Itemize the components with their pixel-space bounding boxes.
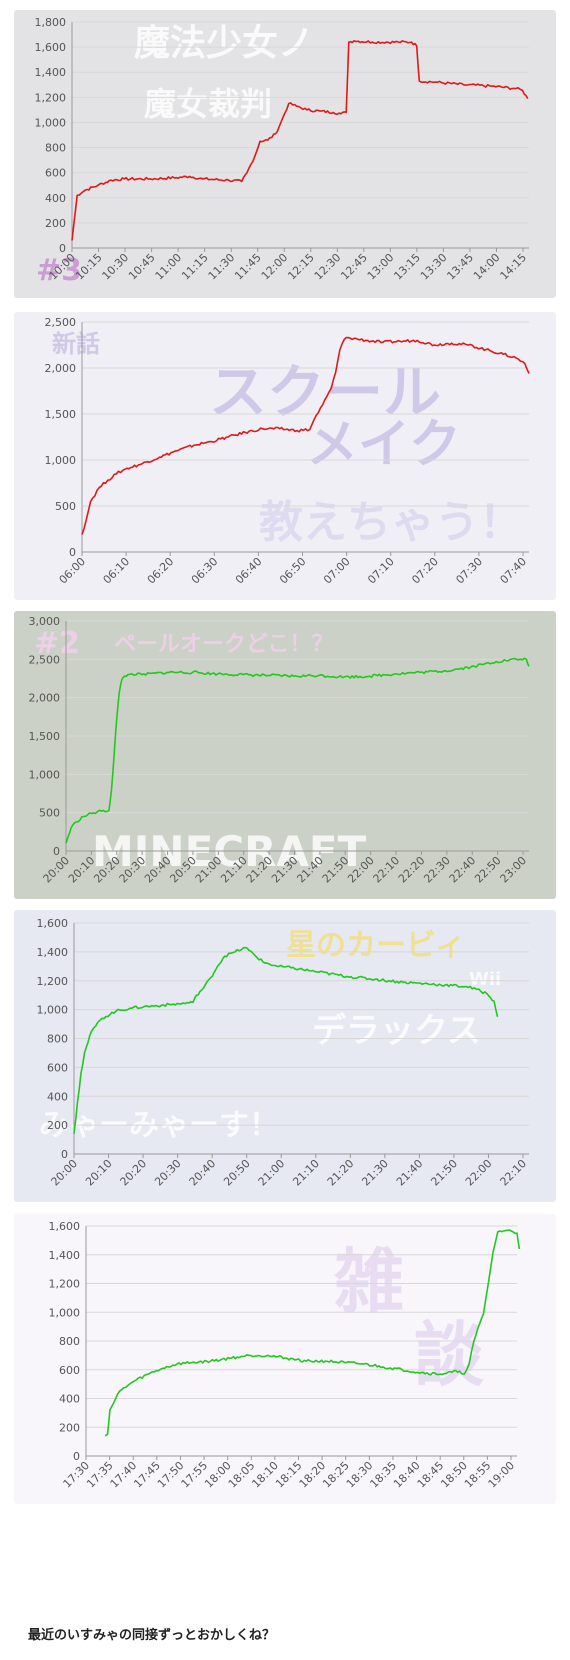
- y-tick-label: 1,600: [35, 41, 67, 54]
- series-line: [71, 40, 529, 241]
- y-tick-label: 800: [59, 1335, 80, 1348]
- watermark-text: #2: [34, 626, 80, 661]
- y-tick-label: 1,500: [29, 730, 61, 743]
- y-tick-label: 1,400: [35, 66, 67, 79]
- y-tick-label: 400: [47, 1090, 68, 1103]
- watermark-text: #3: [36, 253, 82, 288]
- y-tick-label: 400: [45, 192, 66, 205]
- y-tick-label: 1,200: [37, 975, 69, 988]
- watermark-text: 雑: [333, 1241, 404, 1323]
- y-tick-label: 0: [61, 1148, 68, 1161]
- y-tick-label: 1,600: [49, 1220, 81, 1233]
- watermark-text: 談: [414, 1314, 484, 1396]
- watermark-text: 新話: [52, 330, 100, 358]
- y-tick-label: 1,200: [49, 1278, 81, 1291]
- y-tick-label: 200: [59, 1421, 80, 1434]
- chart-4: 星のカービィWiiデラックスみゃーみゃーす！02004006008001,000…: [14, 910, 556, 1202]
- y-tick-label: 800: [47, 1033, 68, 1046]
- y-tick-label: 1,000: [37, 1004, 69, 1017]
- y-tick-label: 1,000: [45, 454, 77, 467]
- y-tick-label: 200: [45, 217, 66, 230]
- chart-background: [14, 910, 556, 1202]
- y-tick-label: 0: [53, 845, 60, 858]
- series-line: [104, 1229, 521, 1437]
- y-tick-label: 2,500: [45, 316, 77, 329]
- chart-panel-4: 星のカービィ Wii デラックス みゃーみゃーす！ 0 200 400 600 800 1,000…: [14, 910, 556, 1202]
- y-tick-label: 1,400: [49, 1249, 81, 1262]
- y-tick-label: 2,000: [29, 692, 61, 705]
- y-tick-label: 800: [45, 142, 66, 155]
- y-tick-label: 3,000: [29, 615, 61, 628]
- y-tick-label: 600: [59, 1364, 80, 1377]
- y-tick-label: 1,600: [37, 917, 69, 930]
- series-line: [73, 946, 499, 1134]
- y-tick-label: 1,400: [37, 946, 69, 959]
- y-tick-label: 400: [59, 1393, 80, 1406]
- y-tick-label: 2,000: [45, 362, 77, 375]
- post-caption: 最近のいすみゃの同接ずっとおかしくね？: [28, 1628, 276, 1643]
- y-tick-label: 1,000: [49, 1306, 81, 1319]
- y-tick-label: 500: [39, 807, 60, 820]
- y-tick-label: 1,500: [45, 408, 77, 421]
- y-tick-label: 600: [47, 1061, 68, 1074]
- chart-panel-2: 新話 スクール メイク 教えちゃう！ 0 500 1,000 1,500 2,000 2,500 0…: [14, 312, 556, 600]
- y-tick-label: 1,000: [35, 116, 67, 129]
- watermark-text: Wii: [469, 969, 501, 990]
- series-line: [65, 657, 530, 844]
- chart-panel-5: 雑談 0 200 400 600 800 1,000 1,200 1,400 1,600 17:30…: [14, 1214, 556, 1504]
- watermark-text: 星のカービィ: [286, 928, 465, 963]
- chart-panel-3: #2 ペールオークどこ！？ MINECRAFT 0 500 1,000 1,500 2,000…: [14, 611, 556, 899]
- watermark-text: 教えちゃう！: [259, 497, 523, 548]
- y-tick-label: 0: [73, 1450, 80, 1463]
- watermark-text: 魔女裁判: [144, 85, 272, 123]
- series-line: [81, 336, 530, 535]
- chart-panel-1: 魔法少女ノ魔女裁判 #3 0 200 400 600 800 1,000 1,200 1,400 1…: [14, 10, 556, 298]
- y-tick-label: 600: [45, 167, 66, 180]
- chart-5: 雑談02004006008001,0001,2001,4001,60017:30…: [14, 1214, 556, 1504]
- watermark-text: スクール: [209, 358, 441, 426]
- y-tick-label: 1,200: [35, 91, 67, 104]
- chart-background: [14, 10, 556, 298]
- y-tick-label: 0: [59, 242, 66, 255]
- chart-3: #2 ペールオークどこ！？MINECRAFT05001,0001,5002,000…: [14, 611, 556, 899]
- y-tick-label: 2,500: [29, 653, 61, 666]
- y-tick-label: 1,800: [35, 16, 67, 29]
- y-tick-label: 200: [47, 1119, 68, 1132]
- y-tick-label: 0: [69, 546, 76, 559]
- watermark-text: デラックス: [312, 1011, 481, 1051]
- y-tick-label: 1,000: [29, 768, 61, 781]
- y-tick-label: 500: [55, 500, 76, 513]
- watermark-text: 魔法少女ノ: [134, 23, 314, 64]
- watermark-text: メイク: [306, 415, 461, 475]
- chart-2: 新話スクールメイク教えちゃう！05001,0001,5002,0002,5000…: [14, 312, 556, 600]
- watermark-text: ペールオークどこ！？: [114, 632, 333, 657]
